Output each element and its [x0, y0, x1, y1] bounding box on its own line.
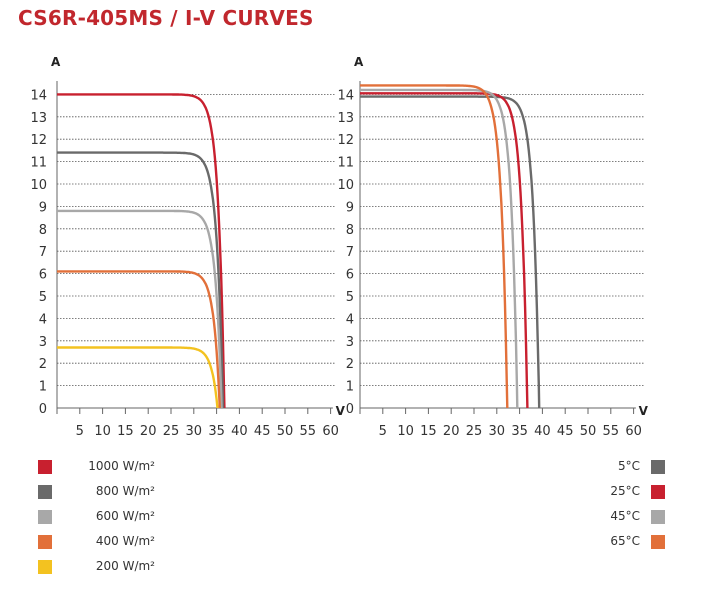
y-tick-label: 10	[337, 178, 354, 193]
x-tick-label: 30	[186, 424, 203, 439]
series-line	[360, 92, 529, 409]
x-axis-label: V	[336, 404, 346, 418]
legend-swatch	[651, 485, 665, 499]
series-line	[57, 151, 225, 409]
x-tick-label: 35	[208, 424, 225, 439]
y-tick-label: 6	[346, 268, 354, 283]
legend-label: 25°C	[610, 484, 640, 498]
y-tick-label: 8	[39, 223, 47, 238]
y-tick-label: 3	[39, 335, 47, 350]
legend-label: 45°C	[610, 509, 640, 523]
legend-label: 400 W/m²	[95, 534, 155, 548]
x-tick-label: 20	[140, 424, 157, 439]
y-tick-label: 1	[39, 380, 47, 395]
legend-swatch	[651, 535, 665, 549]
legend-swatch	[651, 510, 665, 524]
y-tick-label: 11	[30, 156, 47, 171]
y-tick-label: 5	[39, 290, 47, 305]
x-tick-label: 10	[397, 424, 414, 439]
x-tick-label: 35	[511, 424, 528, 439]
x-tick-label: 55	[300, 424, 317, 439]
series-line	[57, 270, 221, 409]
x-tick-label: 55	[603, 424, 620, 439]
y-tick-label: 2	[346, 357, 354, 372]
y-tick-label: 0	[346, 402, 354, 417]
legend-swatch	[651, 460, 665, 474]
y-tick-label: 14	[337, 88, 354, 103]
x-tick-label: 30	[489, 424, 506, 439]
x-tick-label: 5	[76, 424, 84, 439]
legend-swatch	[38, 485, 52, 499]
series-line	[360, 84, 509, 409]
legend-swatch	[38, 460, 52, 474]
series-line	[57, 346, 219, 409]
y-tick-label: 4	[39, 312, 47, 327]
x-tick-label: 45	[254, 424, 271, 439]
x-tick-label: 60	[625, 424, 642, 439]
y-tick-label: 6	[39, 268, 47, 283]
x-tick-label: 50	[580, 424, 597, 439]
y-tick-label: 10	[30, 178, 47, 193]
legend-label: 800 W/m²	[95, 484, 155, 498]
legend-swatch	[38, 510, 52, 524]
series-line	[360, 95, 541, 409]
y-tick-label: 9	[346, 200, 354, 215]
x-tick-label: 20	[443, 424, 460, 439]
y-tick-label: 5	[346, 290, 354, 305]
x-tick-label: 25	[163, 424, 180, 439]
legend-label: 65°C	[610, 534, 640, 548]
x-tick-label: 60	[322, 424, 339, 439]
y-tick-label: 9	[39, 200, 47, 215]
x-tick-label: 15	[117, 424, 134, 439]
y-axis-label: A	[354, 55, 364, 69]
series-line	[360, 88, 519, 409]
legend-label: 600 W/m²	[95, 509, 155, 523]
legend-label: 1000 W/m²	[88, 459, 155, 473]
page-title: CS6R-405MS / I-V CURVES	[18, 6, 314, 30]
y-tick-label: 13	[337, 111, 354, 126]
series-line	[57, 209, 223, 409]
series-line	[57, 93, 226, 409]
y-tick-label: 12	[30, 133, 47, 148]
x-tick-label: 5	[379, 424, 387, 439]
y-tick-label: 13	[30, 111, 47, 126]
y-tick-label: 3	[346, 335, 354, 350]
legend-swatch	[38, 560, 52, 574]
x-tick-label: 25	[466, 424, 483, 439]
legend-label: 200 W/m²	[95, 559, 155, 573]
x-tick-label: 10	[94, 424, 111, 439]
y-tick-label: 7	[346, 245, 354, 260]
x-tick-label: 45	[557, 424, 574, 439]
y-tick-label: 2	[39, 357, 47, 372]
legend-label: 5°C	[617, 459, 640, 473]
y-tick-label: 8	[346, 223, 354, 238]
y-axis-label: A	[51, 55, 61, 69]
y-tick-label: 4	[346, 312, 354, 327]
y-tick-label: 14	[30, 88, 47, 103]
y-tick-label: 11	[337, 156, 354, 171]
x-axis-label: V	[639, 404, 649, 418]
y-tick-label: 12	[337, 133, 354, 148]
x-tick-label: 50	[277, 424, 294, 439]
y-tick-label: 7	[39, 245, 47, 260]
legend-swatch	[38, 535, 52, 549]
x-tick-label: 15	[420, 424, 437, 439]
y-tick-label: 0	[39, 402, 47, 417]
x-tick-label: 40	[534, 424, 551, 439]
y-tick-label: 1	[346, 380, 354, 395]
x-tick-label: 40	[231, 424, 248, 439]
